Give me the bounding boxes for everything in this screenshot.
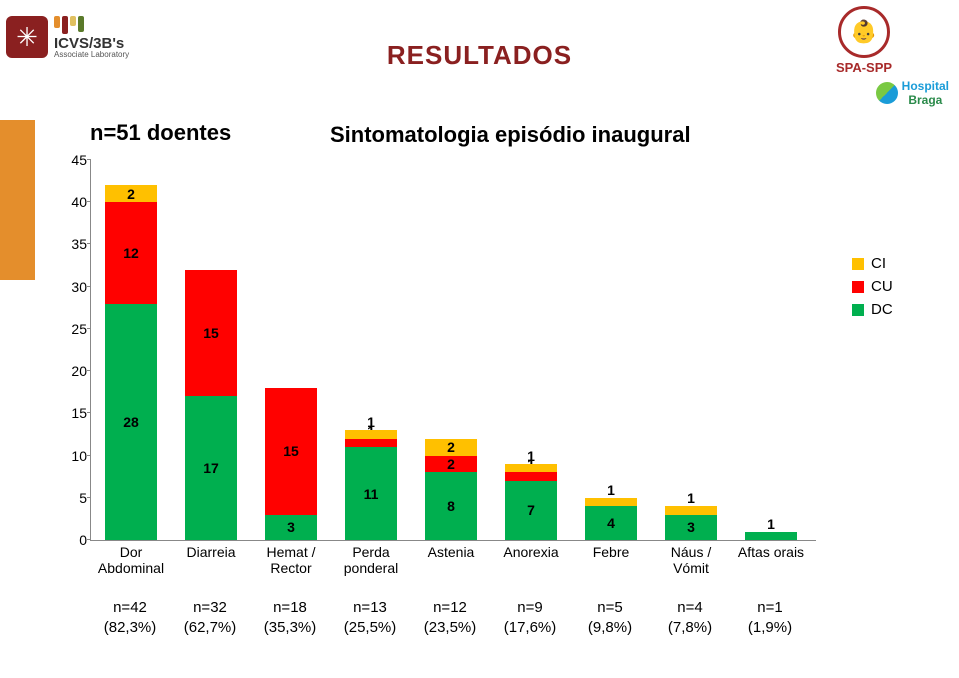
legend-swatch — [852, 304, 864, 316]
n-cell: n=4(7,8%) — [650, 598, 730, 637]
plot: 05101520253035404528122DorAbdominal1715D… — [90, 160, 816, 541]
legend-item: DC — [852, 301, 893, 318]
y-tick-label: 25 — [59, 321, 87, 337]
bar-value-label: 2 — [425, 439, 477, 455]
y-tick-label: 0 — [59, 532, 87, 548]
y-tick-label: 30 — [59, 279, 87, 295]
n-cell: n=42(82,3%) — [90, 598, 170, 637]
category-label: Astenia — [411, 544, 491, 560]
bar-value-label: 28 — [105, 414, 157, 430]
n-cell: n=9(17,6%) — [490, 598, 570, 637]
bar-value-label: 1 — [505, 448, 557, 464]
y-tick-label: 10 — [59, 448, 87, 464]
category: 31 — [651, 160, 731, 540]
category-label: DorAbdominal — [91, 544, 171, 576]
category: 711 — [491, 160, 571, 540]
category-label: Hemat / Rector — [251, 544, 331, 576]
bar-value-label: 3 — [265, 519, 317, 535]
legend-item: CI — [852, 255, 893, 272]
n-cell: n=18(35,3%) — [250, 598, 330, 637]
bar-value-label: 4 — [585, 515, 637, 531]
category: 3 15 — [251, 160, 331, 540]
y-tick-label: 45 — [59, 152, 87, 168]
bar-value-label: 2 — [105, 186, 157, 202]
bar-value-label: 1 — [745, 516, 797, 532]
category-label: Náus / Vómit — [651, 544, 731, 576]
category-label: Perda ponderal — [331, 544, 411, 576]
bar-segment-CI — [345, 430, 397, 438]
slide: ✳ ICVS/3B's Associate Laboratory 👶 SPA-S… — [0, 0, 959, 678]
bar-value-label: 15 — [265, 443, 317, 459]
y-tick-label: 5 — [59, 490, 87, 506]
n-cell: n=1(1,9%) — [730, 598, 810, 637]
chart-title: Sintomatologia episódio inaugural — [330, 122, 691, 148]
legend-label: DC — [871, 301, 893, 318]
bar-segment-CU — [345, 439, 397, 447]
n-cell: n=13(25,5%) — [330, 598, 410, 637]
bar-value-label: 15 — [185, 325, 237, 341]
bar-segment-DC — [745, 532, 797, 540]
y-tick-label: 15 — [59, 405, 87, 421]
y-tick-label: 20 — [59, 363, 87, 379]
category-label: Febre — [571, 544, 651, 560]
category: 1111 — [331, 160, 411, 540]
bar-value-label: 17 — [185, 460, 237, 476]
bar-segment-CI — [585, 498, 637, 506]
n-cell: n=5(9,8%) — [570, 598, 650, 637]
category: 41 — [571, 160, 651, 540]
orange-side-bar — [0, 120, 35, 280]
n-cell: n=32(62,7%) — [170, 598, 250, 637]
bar-value-label: 7 — [505, 502, 557, 518]
y-tick-label: 40 — [59, 194, 87, 210]
bar-value-label: 3 — [665, 519, 717, 535]
hb-text: Hospital Braga — [902, 79, 949, 107]
bar-value-label: 2 — [425, 456, 477, 472]
bar-value-label: 12 — [105, 245, 157, 261]
y-tick-label: 35 — [59, 236, 87, 252]
n-row: n=42(82,3%)n=32(62,7%)n=18(35,3%)n=13(25… — [90, 598, 815, 648]
category: 8 22 — [411, 160, 491, 540]
legend-swatch — [852, 258, 864, 270]
n-doentes-label: n=51 doentes — [90, 120, 231, 146]
bar-segment-CU — [505, 472, 557, 480]
hospital-braga-logo: Hospital Braga — [779, 79, 949, 107]
bar-value-label: 1 — [665, 490, 717, 506]
category-label: Diarreia — [171, 544, 251, 560]
bar-value-label: 1 — [345, 414, 397, 430]
bar-value-label: 8 — [425, 498, 477, 514]
page-title: RESULTADOS — [0, 40, 959, 71]
category-label: Aftas orais — [731, 544, 811, 560]
hb-icon — [876, 82, 898, 104]
category-label: Anorexia — [491, 544, 571, 560]
chart-area: 05101520253035404528122DorAbdominal1715D… — [55, 160, 815, 540]
legend-item: CU — [852, 278, 893, 295]
legend-label: CI — [871, 255, 886, 272]
bar-segment-CI — [505, 464, 557, 472]
bar-value-label: 11 — [345, 486, 397, 502]
legend: CI CU DC — [852, 255, 893, 324]
category: 1 — [731, 160, 811, 540]
bar-segment-CI — [665, 506, 717, 514]
legend-label: CU — [871, 278, 893, 295]
bar-value-label: 1 — [585, 482, 637, 498]
legend-swatch — [852, 281, 864, 293]
category: 28 12 2 — [91, 160, 171, 540]
icvs-bars-icon — [54, 16, 129, 34]
category: 1715 — [171, 160, 251, 540]
n-cell: n=12(23,5%) — [410, 598, 490, 637]
